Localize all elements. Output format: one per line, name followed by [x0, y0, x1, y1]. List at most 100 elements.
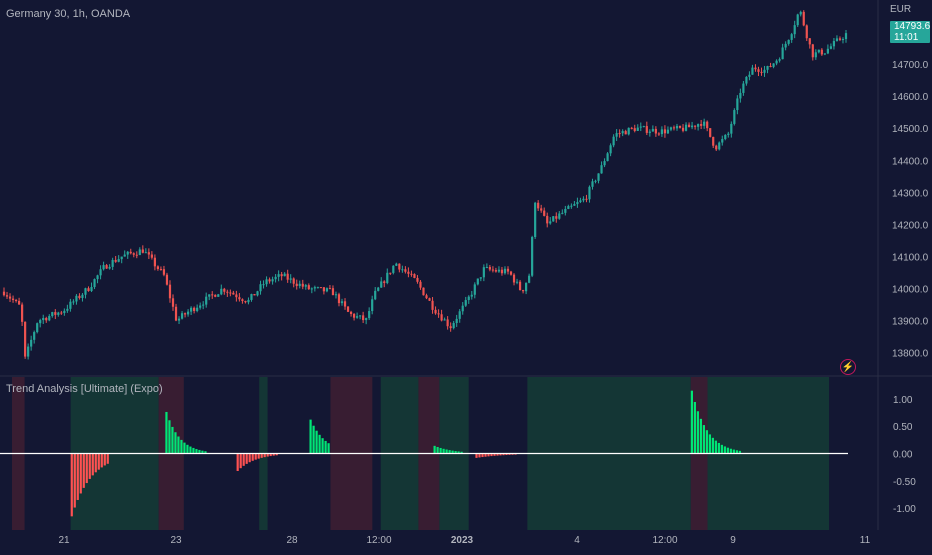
oscillator-bar	[460, 451, 463, 454]
candle-body	[27, 346, 30, 357]
candle-body	[54, 312, 57, 315]
candle-body	[63, 310, 66, 314]
oscillator-bar	[245, 453, 248, 464]
candle-body	[168, 284, 172, 299]
candle	[715, 144, 718, 151]
candle-body	[144, 252, 147, 254]
currency-label: EUR	[890, 4, 912, 15]
oscillator-bar	[195, 449, 198, 454]
candle	[509, 270, 513, 276]
candle-body	[147, 252, 150, 255]
candle	[681, 124, 685, 133]
candle-body	[675, 125, 679, 129]
candle	[310, 287, 313, 294]
candle-body	[102, 265, 105, 270]
candle	[826, 44, 829, 55]
candle	[24, 321, 27, 359]
candle-body	[585, 198, 588, 200]
candle-body	[352, 314, 356, 318]
candle	[464, 296, 467, 307]
candle	[346, 306, 350, 313]
candle	[177, 316, 181, 325]
oscillator-bar	[720, 444, 723, 454]
indicator-title[interactable]: Trend Analysis [Ultimate] (Expo)	[6, 383, 163, 395]
candle	[675, 123, 679, 131]
candle-body	[96, 275, 99, 280]
candle	[57, 311, 60, 317]
candle	[217, 293, 220, 297]
oscillator-bar	[732, 449, 735, 454]
oscillator-bar	[702, 425, 705, 454]
candle	[745, 76, 748, 86]
symbol-title[interactable]: Germany 30, 1h, OANDA	[6, 8, 131, 20]
candle-body	[298, 283, 301, 286]
oscillator-bar	[475, 453, 478, 458]
candle	[256, 290, 259, 297]
candle	[618, 129, 621, 138]
lightning-alert-icon[interactable]: ⚡	[840, 359, 856, 375]
candle-body	[17, 300, 21, 305]
candle	[11, 295, 15, 303]
candle	[144, 248, 147, 254]
oscillator-bar	[236, 453, 239, 471]
oscillator-bar	[100, 453, 103, 468]
candle	[552, 216, 555, 222]
candle-body	[521, 290, 525, 292]
candle-body	[497, 269, 501, 272]
candle	[591, 178, 594, 190]
candle	[30, 335, 33, 351]
candle-body	[709, 128, 712, 137]
candle-body	[186, 311, 190, 315]
candle-body	[718, 142, 721, 150]
candle	[283, 272, 286, 277]
oscillator-bar	[174, 432, 177, 454]
candle-body	[87, 288, 90, 292]
candle-body	[99, 269, 102, 276]
candle-body	[817, 49, 820, 53]
candle	[666, 126, 670, 135]
candle	[123, 250, 126, 257]
candle	[286, 269, 289, 283]
candle-body	[564, 208, 567, 213]
candle	[694, 125, 697, 130]
oscillator-bar	[729, 448, 732, 454]
oscillator-bar	[723, 446, 726, 454]
price-tick-label: 14400.0	[892, 156, 929, 167]
candle-body	[183, 313, 187, 315]
candle	[120, 256, 123, 264]
candle-body	[247, 299, 250, 303]
candle	[485, 263, 488, 269]
candle	[69, 298, 72, 312]
candle	[624, 129, 627, 135]
candle	[75, 294, 78, 305]
candle-body	[135, 254, 138, 256]
candle-body	[265, 279, 268, 285]
candle	[687, 122, 691, 128]
candle	[407, 267, 410, 278]
candle-body	[703, 121, 706, 126]
candle	[730, 121, 733, 138]
oscillator-bar	[257, 453, 260, 459]
candle-body	[844, 33, 848, 40]
candle-body	[69, 301, 72, 309]
candle	[654, 126, 657, 137]
candle-body	[174, 306, 178, 321]
candle	[802, 10, 805, 27]
oscillator-bar	[484, 453, 487, 457]
candle	[183, 312, 187, 318]
candle-body	[81, 294, 84, 298]
candle	[476, 278, 479, 286]
candle	[334, 291, 338, 299]
candle	[440, 309, 443, 322]
candle-body	[654, 128, 657, 134]
candle	[27, 343, 30, 360]
candle-body	[537, 202, 540, 209]
candle-body	[48, 316, 51, 321]
candle	[564, 205, 567, 216]
oscillator-bar	[327, 443, 330, 454]
candle-body	[196, 307, 199, 311]
candle	[241, 298, 244, 304]
candle	[500, 266, 504, 276]
